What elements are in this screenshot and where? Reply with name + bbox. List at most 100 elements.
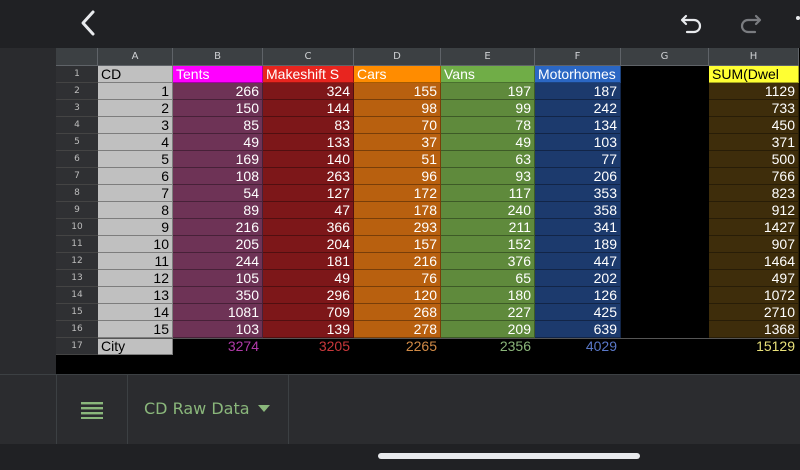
total-cell[interactable]: 3274	[173, 338, 263, 355]
data-cell[interactable]: 3	[98, 117, 173, 134]
column-header[interactable]: A	[98, 48, 173, 66]
data-cell[interactable]	[621, 185, 709, 202]
more-vert-icon[interactable]	[790, 14, 800, 36]
data-cell[interactable]: 85	[173, 117, 263, 134]
row-header[interactable]: 10	[56, 219, 98, 236]
data-cell[interactable]: 216	[173, 219, 263, 236]
header-cell[interactable]: CD	[98, 66, 173, 83]
data-cell[interactable]: 13	[98, 287, 173, 304]
data-cell[interactable]: 2710	[709, 304, 799, 321]
data-cell[interactable]: 350	[173, 287, 263, 304]
header-cell[interactable]: Motorhomes	[535, 66, 621, 83]
data-cell[interactable]: 1464	[709, 253, 799, 270]
data-cell[interactable]: 1368	[709, 321, 799, 338]
row-header[interactable]: 14	[56, 287, 98, 304]
data-cell[interactable]: 376	[441, 253, 535, 270]
total-cell[interactable]	[621, 338, 709, 355]
row-header[interactable]: 13	[56, 270, 98, 287]
row-header[interactable]: 17	[56, 338, 98, 355]
data-cell[interactable]	[621, 236, 709, 253]
row-header[interactable]: 11	[56, 236, 98, 253]
total-cell[interactable]: City	[98, 338, 173, 355]
data-cell[interactable]: 205	[173, 236, 263, 253]
data-cell[interactable]	[621, 117, 709, 134]
data-cell[interactable]: 497	[709, 270, 799, 287]
data-cell[interactable]: 178	[354, 202, 441, 219]
data-cell[interactable]: 105	[173, 270, 263, 287]
data-cell[interactable]: 157	[354, 236, 441, 253]
row-header[interactable]: 9	[56, 202, 98, 219]
data-cell[interactable]: 78	[441, 117, 535, 134]
data-cell[interactable]: 907	[709, 236, 799, 253]
data-cell[interactable]: 47	[263, 202, 354, 219]
data-cell[interactable]: 1072	[709, 287, 799, 304]
row-header[interactable]: 12	[56, 253, 98, 270]
data-cell[interactable]: 211	[441, 219, 535, 236]
data-cell[interactable]: 366	[263, 219, 354, 236]
data-cell[interactable]	[621, 270, 709, 287]
data-cell[interactable]: 1129	[709, 83, 799, 100]
data-cell[interactable]: 1081	[173, 304, 263, 321]
data-cell[interactable]: 98	[354, 100, 441, 117]
data-cell[interactable]: 103	[535, 134, 621, 151]
data-cell[interactable]	[621, 219, 709, 236]
data-cell[interactable]	[621, 100, 709, 117]
data-cell[interactable]: 341	[535, 219, 621, 236]
data-cell[interactable]	[621, 168, 709, 185]
data-cell[interactable]: 425	[535, 304, 621, 321]
row-header[interactable]: 15	[56, 304, 98, 321]
data-cell[interactable]: 133	[263, 134, 354, 151]
row-header[interactable]: 8	[56, 185, 98, 202]
column-header[interactable]: C	[263, 48, 354, 66]
data-cell[interactable]: 15	[98, 321, 173, 338]
data-cell[interactable]: 155	[354, 83, 441, 100]
data-cell[interactable]: 93	[441, 168, 535, 185]
caret-down-icon[interactable]	[258, 405, 270, 412]
data-cell[interactable]: 4	[98, 134, 173, 151]
data-cell[interactable]	[621, 253, 709, 270]
total-cell[interactable]: 3205	[263, 338, 354, 355]
data-cell[interactable]: 766	[709, 168, 799, 185]
data-cell[interactable]: 216	[354, 253, 441, 270]
data-cell[interactable]	[621, 83, 709, 100]
data-cell[interactable]: 51	[354, 151, 441, 168]
row-header[interactable]: 4	[56, 117, 98, 134]
data-cell[interactable]: 823	[709, 185, 799, 202]
data-cell[interactable]: 134	[535, 117, 621, 134]
data-cell[interactable]: 12	[98, 270, 173, 287]
data-cell[interactable]: 266	[173, 83, 263, 100]
data-cell[interactable]: 206	[535, 168, 621, 185]
data-cell[interactable]	[621, 304, 709, 321]
data-cell[interactable]: 54	[173, 185, 263, 202]
total-cell[interactable]: 2356	[441, 338, 535, 355]
column-header[interactable]: F	[535, 48, 621, 66]
data-cell[interactable]: 263	[263, 168, 354, 185]
data-cell[interactable]: 83	[263, 117, 354, 134]
data-cell[interactable]: 227	[441, 304, 535, 321]
data-cell[interactable]: 8	[98, 202, 173, 219]
total-cell[interactable]: 4029	[535, 338, 621, 355]
select-all-corner[interactable]	[56, 48, 98, 66]
data-cell[interactable]: 912	[709, 202, 799, 219]
row-header[interactable]: 16	[56, 321, 98, 338]
row-header[interactable]: 3	[56, 100, 98, 117]
data-cell[interactable]: 197	[441, 83, 535, 100]
data-cell[interactable]: 709	[263, 304, 354, 321]
data-cell[interactable]: 202	[535, 270, 621, 287]
data-cell[interactable]: 65	[441, 270, 535, 287]
data-cell[interactable]: 63	[441, 151, 535, 168]
data-cell[interactable]: 1	[98, 83, 173, 100]
data-cell[interactable]: 96	[354, 168, 441, 185]
header-cell[interactable]: Makeshift S	[263, 66, 354, 83]
data-cell[interactable]	[621, 134, 709, 151]
data-cell[interactable]: 353	[535, 185, 621, 202]
data-cell[interactable]: 169	[173, 151, 263, 168]
data-cell[interactable]: 152	[441, 236, 535, 253]
row-header[interactable]: 1	[56, 66, 98, 83]
data-cell[interactable]: 144	[263, 100, 354, 117]
redo-icon[interactable]	[738, 12, 762, 36]
column-header[interactable]: B	[173, 48, 263, 66]
data-cell[interactable]: 11	[98, 253, 173, 270]
data-cell[interactable]: 5	[98, 151, 173, 168]
data-cell[interactable]: 14	[98, 304, 173, 321]
